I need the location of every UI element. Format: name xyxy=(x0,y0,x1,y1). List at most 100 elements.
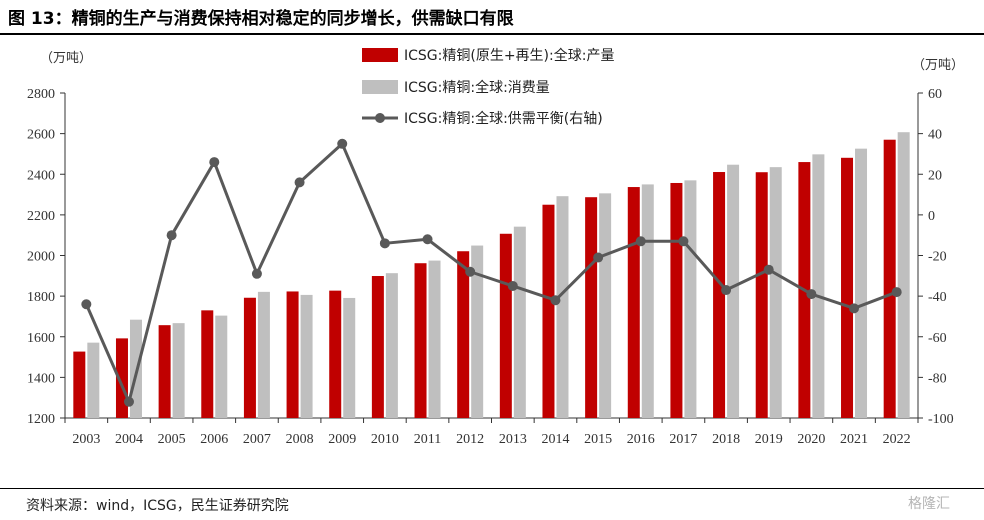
left-tick-label: 2000 xyxy=(27,250,55,265)
legend-label-production: ICSG:精铜(原生+再生):全球:产量 xyxy=(404,47,614,64)
left-tick-label: 1600 xyxy=(27,331,55,346)
production-bar xyxy=(73,351,86,418)
production-bar xyxy=(585,197,598,418)
x-tick-label: 2015 xyxy=(584,432,612,447)
x-tick-label: 2003 xyxy=(72,432,100,447)
balance-point xyxy=(635,236,646,247)
source-note: 资料来源：wind，ICSG，民生证券研究院 xyxy=(26,498,289,514)
balance-point xyxy=(593,252,604,263)
balance-point xyxy=(550,295,561,306)
consumption-bar xyxy=(684,180,697,418)
consumption-bar xyxy=(300,294,313,418)
left-tick-label: 2600 xyxy=(27,128,55,143)
left-unit-label: （万吨） xyxy=(40,51,92,66)
balance-point xyxy=(678,236,689,247)
balance-point xyxy=(891,287,902,298)
left-tick-label: 2200 xyxy=(27,209,55,224)
production-bar xyxy=(243,297,256,418)
x-tick-label: 2019 xyxy=(755,432,783,447)
consumption-bar xyxy=(257,291,270,418)
balance-point xyxy=(209,157,220,168)
watermark-logo: 格隆汇 xyxy=(908,496,950,512)
x-tick-label: 2006 xyxy=(200,432,228,447)
production-bar xyxy=(627,187,640,418)
legend-swatch-production xyxy=(362,48,398,62)
right-tick-label: -20 xyxy=(928,250,947,265)
production-bar xyxy=(158,325,171,418)
x-tick-label: 2008 xyxy=(286,432,314,447)
production-bar xyxy=(670,182,683,418)
production-bar xyxy=(201,310,214,418)
left-tick-label: 1800 xyxy=(27,290,55,305)
production-bar xyxy=(841,157,854,418)
production-bar xyxy=(755,172,768,418)
legend-swatch-balance-marker xyxy=(375,113,385,123)
right-tick-label: 60 xyxy=(928,87,942,102)
consumption-bar xyxy=(385,273,398,418)
production-bar xyxy=(542,204,555,418)
balance-point xyxy=(721,285,732,296)
x-tick-label: 2010 xyxy=(371,432,399,447)
consumption-bar xyxy=(513,226,526,418)
production-bar xyxy=(286,291,299,418)
consumption-bar xyxy=(343,297,356,418)
production-bar xyxy=(115,338,128,418)
production-bar xyxy=(371,276,384,418)
consumption-bar xyxy=(215,315,228,418)
balance-point xyxy=(251,268,262,279)
x-tick-label: 2005 xyxy=(158,432,186,447)
left-tick-label: 2400 xyxy=(27,168,55,183)
balance-point xyxy=(806,289,817,300)
right-tick-label: -40 xyxy=(928,290,947,305)
consumption-bar xyxy=(87,342,100,418)
right-unit-label: （万吨） xyxy=(912,58,964,73)
x-tick-label: 2013 xyxy=(499,432,527,447)
balance-point xyxy=(763,264,774,275)
consumption-bar xyxy=(599,193,612,418)
legend-label-balance: ICSG:精铜:全球:供需平衡(右轴) xyxy=(404,110,603,127)
production-bar xyxy=(713,172,726,418)
consumption-bar xyxy=(641,184,654,418)
consumption-bar xyxy=(727,164,740,418)
x-tick-label: 2022 xyxy=(883,432,911,447)
right-tick-label: -60 xyxy=(928,331,947,346)
x-tick-label: 2011 xyxy=(414,432,441,447)
chart-title: 图 13：精铜的生产与消费保持相对稳定的同步增长，供需缺口有限 xyxy=(8,9,514,29)
x-tick-label: 2007 xyxy=(243,432,271,447)
consumption-bar xyxy=(172,323,185,418)
x-tick-label: 2009 xyxy=(328,432,356,447)
footer-divider xyxy=(0,488,984,489)
consumption-bar xyxy=(855,148,868,418)
left-tick-label: 2800 xyxy=(27,87,55,102)
x-tick-label: 2016 xyxy=(627,432,655,447)
chart-canvas: 1200 1400 1600 1800 2000 2200 2400 2600 2800 -100… xyxy=(27,47,964,447)
consumption-bar xyxy=(471,245,484,418)
balance-point xyxy=(337,138,348,149)
right-tick-label: -80 xyxy=(928,371,947,386)
x-tick-label: 2021 xyxy=(840,432,868,447)
title-divider xyxy=(0,33,984,35)
x-tick-label: 2012 xyxy=(456,432,484,447)
production-bar xyxy=(499,233,512,418)
balance-point xyxy=(465,266,476,277)
balance-point xyxy=(294,177,305,188)
consumption-bar xyxy=(812,154,825,418)
x-tick-label: 2014 xyxy=(541,432,569,447)
production-bar xyxy=(883,139,896,418)
right-tick-label: 20 xyxy=(928,168,942,183)
balance-point xyxy=(123,396,134,407)
consumption-bar xyxy=(897,132,910,418)
legend-swatch-consumption xyxy=(362,80,398,94)
right-tick-label: 0 xyxy=(928,209,935,224)
x-tick-label: 2020 xyxy=(797,432,825,447)
balance-line xyxy=(84,142,898,404)
consumption-bar xyxy=(556,196,569,418)
production-bar xyxy=(457,251,470,418)
x-tick-label: 2017 xyxy=(669,432,697,447)
left-tick-label: 1200 xyxy=(27,412,55,427)
balance-point xyxy=(379,238,390,249)
x-tick-label: 2004 xyxy=(115,432,143,447)
left-tick-label: 1400 xyxy=(27,371,55,386)
balance-point xyxy=(166,230,177,241)
consumption-bar xyxy=(769,167,782,418)
